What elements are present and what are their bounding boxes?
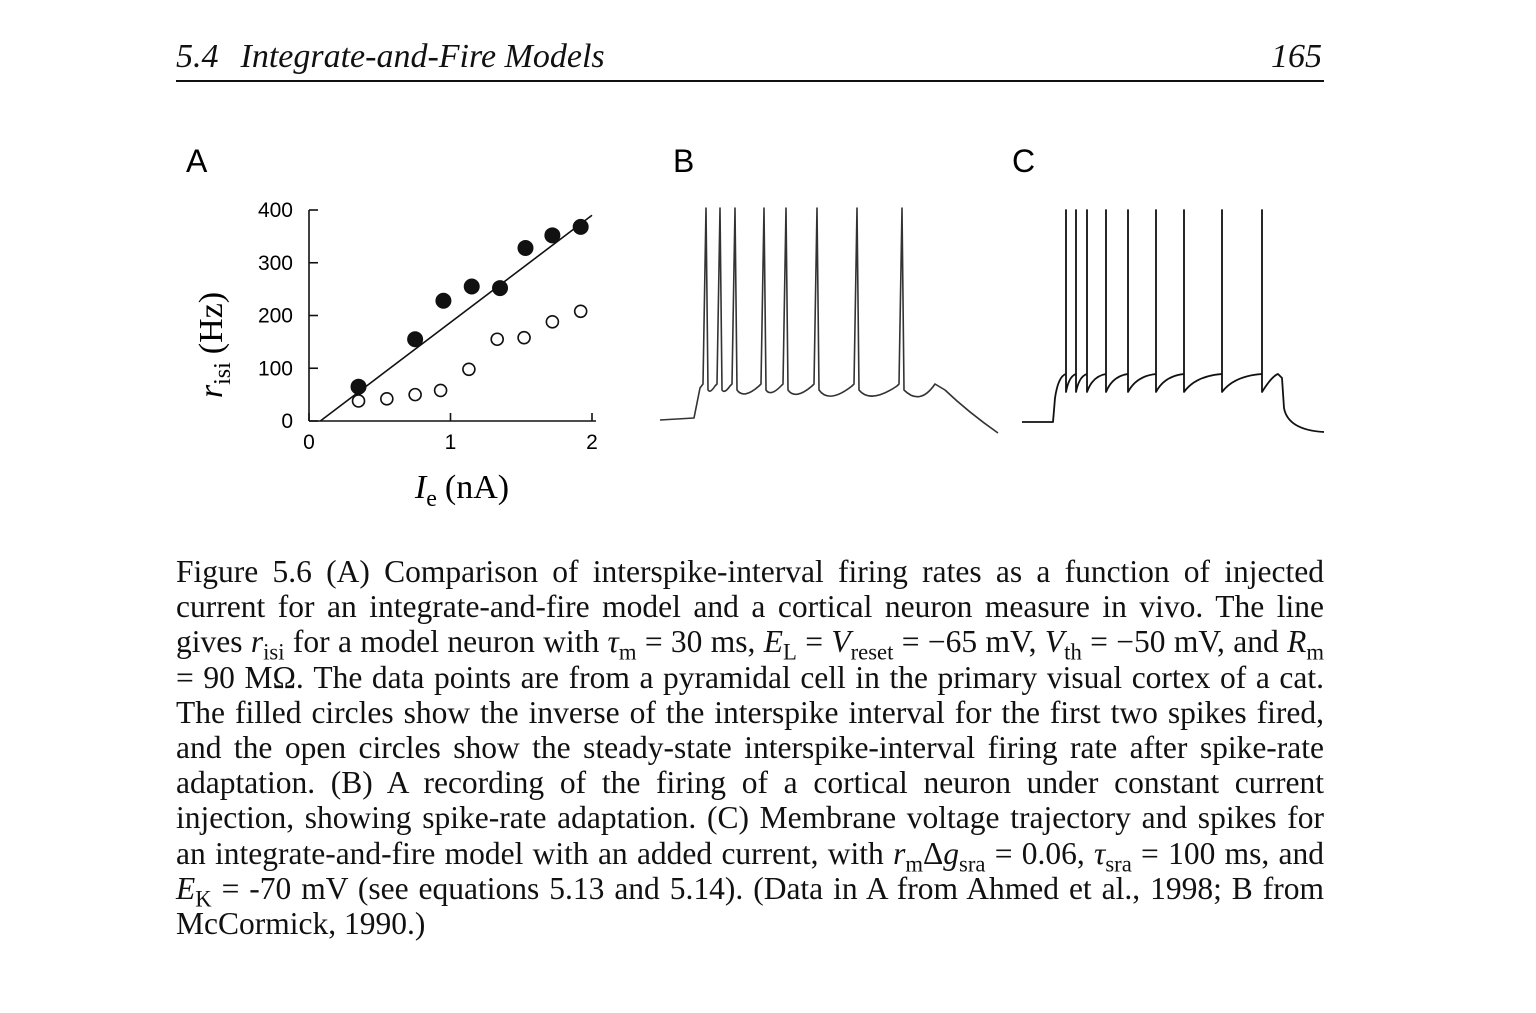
panel-a-label: A — [186, 143, 208, 179]
symbol-e: E — [763, 624, 784, 660]
symbol-tau: τ — [607, 624, 619, 660]
caption-text-7: = 90 MΩ. The data points are from a pyra… — [176, 659, 1324, 871]
filled-circle-point — [492, 280, 509, 297]
y-tick-label: 200 — [258, 305, 293, 328]
y-axis-title: risi (Hz) — [193, 292, 236, 398]
sub-sra-2: sra — [1105, 850, 1132, 876]
open-circle-point — [490, 332, 504, 347]
x-axis-title: Ie (nA) — [414, 469, 509, 512]
symbol-e-k: E — [176, 870, 196, 906]
symbol-v-th: V — [1044, 624, 1065, 660]
open-circle-point — [545, 315, 560, 329]
filled-circle-point — [350, 378, 367, 395]
y-tick-label: 0 — [281, 410, 293, 433]
filled-circle-point — [544, 227, 561, 244]
symbol-tau-sra: τ — [1094, 835, 1106, 871]
y-axis-subscript: isi — [210, 362, 236, 385]
symbol-r: r — [250, 624, 264, 660]
caption-text-1: Figure 5.6 (A) Comparison of interspike-… — [176, 554, 1324, 660]
caption-text-3: = 30 ms, — [636, 624, 764, 660]
symbol-delta: Δ — [922, 835, 944, 871]
sub-l: L — [783, 639, 797, 665]
panel-b-voltage-trace — [659, 207, 999, 434]
sub-isi: isi — [263, 639, 285, 665]
x-tick-label: 1 — [445, 431, 457, 454]
x-tick-label: 2 — [586, 431, 598, 454]
figure-5-6: A B C 0 100 200 300 400 0 1 2 risi (Hz) Ie (nA) — [186, 143, 1325, 512]
filled-circle-point — [517, 239, 534, 256]
chart-points — [350, 218, 589, 408]
section-number: 5.4 — [176, 38, 219, 75]
symbol-r-lower: r — [893, 835, 906, 871]
caption-text-8: = 0.06, — [985, 835, 1095, 871]
y-tick-label: 300 — [258, 252, 293, 275]
figure-caption: Figure 5.6 (A) Comparison of interspike-… — [176, 554, 1324, 941]
sub-k: K — [195, 886, 212, 912]
sub-th: th — [1064, 639, 1082, 665]
filled-circle-point — [407, 331, 424, 348]
caption-text-2: for a model neuron with — [284, 624, 608, 660]
panel-c-voltage-trace — [1022, 209, 1325, 433]
symbol-r-m: R — [1287, 624, 1307, 660]
y-tick-label: 400 — [258, 199, 293, 222]
panel-b-label: B — [673, 143, 694, 179]
caption-text-5: = −65 mV, — [893, 624, 1045, 660]
sub-m-3: m — [905, 850, 923, 876]
sub-reset: reset — [850, 639, 894, 665]
x-axis-subscript: e — [426, 486, 437, 512]
open-circle-point — [433, 383, 448, 398]
page-number: 165 — [1271, 38, 1322, 75]
filled-circle-point — [435, 292, 452, 309]
panel-c-label: C — [1012, 143, 1035, 179]
open-circle-point — [462, 362, 476, 377]
y-axis-symbol: r — [193, 384, 230, 398]
x-tick-label: 0 — [303, 431, 315, 454]
filled-circle-point — [463, 278, 480, 295]
sub-sra: sra — [959, 850, 986, 876]
section-title: Integrate-and-Fire Models — [240, 38, 605, 75]
panel-a-chart: 0 100 200 300 400 0 1 2 risi (Hz) Ie (nA) — [193, 199, 598, 512]
open-circle-point — [573, 304, 588, 319]
chart-tick-labels: 0 100 200 300 400 0 1 2 — [258, 199, 598, 454]
chart-axes — [308, 209, 596, 422]
symbol-g: g — [943, 835, 959, 871]
open-circle-point — [517, 330, 531, 345]
caption-text-10: = -70 mV (see equations 5.13 and 5.14). … — [176, 870, 1324, 942]
symbol-v: V — [831, 624, 851, 660]
open-circle-point — [380, 392, 394, 406]
sub-m: m — [618, 639, 637, 665]
caption-text-4: = — [796, 624, 832, 660]
running-head: 5.4 Integrate-and-Fire Models — [176, 38, 605, 76]
x-axis-symbol: I — [414, 469, 428, 506]
open-circle-point — [351, 394, 366, 408]
caption-text-6: = −50 mV, and — [1081, 624, 1288, 660]
x-axis-unit: (nA) — [445, 469, 509, 506]
y-axis-unit: (Hz) — [193, 292, 230, 354]
y-tick-label: 100 — [258, 357, 293, 380]
sub-m-2: m — [1306, 639, 1325, 665]
filled-circle-point — [572, 218, 589, 235]
caption-text-9: = 100 ms, and — [1131, 835, 1325, 871]
open-circle-point — [408, 387, 422, 402]
page-header: 5.4 Integrate-and-Fire Models 165 — [176, 36, 1324, 82]
